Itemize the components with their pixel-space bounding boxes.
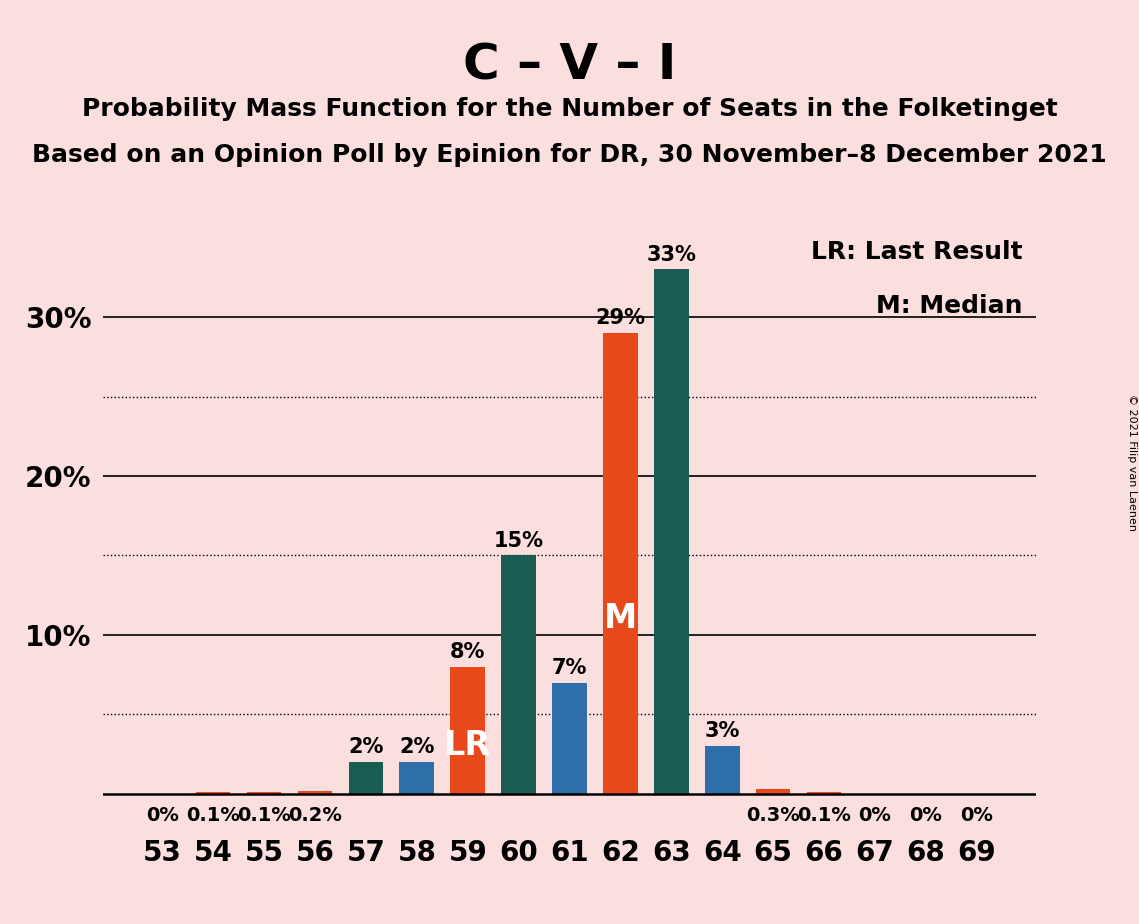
Text: 29%: 29% (596, 309, 646, 328)
Text: 3%: 3% (705, 722, 740, 741)
Text: M: M (604, 602, 637, 635)
Bar (450, 666, 485, 794)
Text: 15%: 15% (493, 530, 543, 551)
Text: LR: LR (444, 729, 491, 762)
Bar (756, 789, 790, 794)
Text: 8%: 8% (450, 642, 485, 662)
Bar (196, 792, 230, 794)
Bar (400, 762, 434, 794)
Text: 0.2%: 0.2% (288, 807, 342, 825)
Bar (297, 791, 333, 794)
Text: LR: Last Result: LR: Last Result (811, 240, 1023, 263)
Text: 0.1%: 0.1% (237, 807, 292, 825)
Text: 0%: 0% (859, 807, 892, 825)
Text: 0.3%: 0.3% (746, 807, 800, 825)
Bar (705, 746, 739, 794)
Bar (806, 792, 842, 794)
Text: 33%: 33% (646, 245, 696, 264)
Text: 0.1%: 0.1% (187, 807, 240, 825)
Text: Based on an Opinion Poll by Epinion for DR, 30 November–8 December 2021: Based on an Opinion Poll by Epinion for … (32, 143, 1107, 167)
Bar (349, 762, 383, 794)
Text: 2%: 2% (399, 737, 434, 757)
Bar (654, 270, 689, 794)
Bar (603, 333, 638, 794)
Bar (501, 555, 536, 794)
Bar (247, 792, 281, 794)
Text: 2%: 2% (349, 737, 384, 757)
Text: C – V – I: C – V – I (462, 42, 677, 90)
Text: 0%: 0% (146, 807, 179, 825)
Text: © 2021 Filip van Laenen: © 2021 Filip van Laenen (1126, 394, 1137, 530)
Bar (552, 683, 587, 794)
Text: 0%: 0% (960, 807, 993, 825)
Text: 0%: 0% (909, 807, 942, 825)
Text: 0.1%: 0.1% (797, 807, 851, 825)
Text: Probability Mass Function for the Number of Seats in the Folketinget: Probability Mass Function for the Number… (82, 97, 1057, 121)
Text: M: Median: M: Median (876, 294, 1023, 318)
Text: 7%: 7% (551, 658, 588, 678)
